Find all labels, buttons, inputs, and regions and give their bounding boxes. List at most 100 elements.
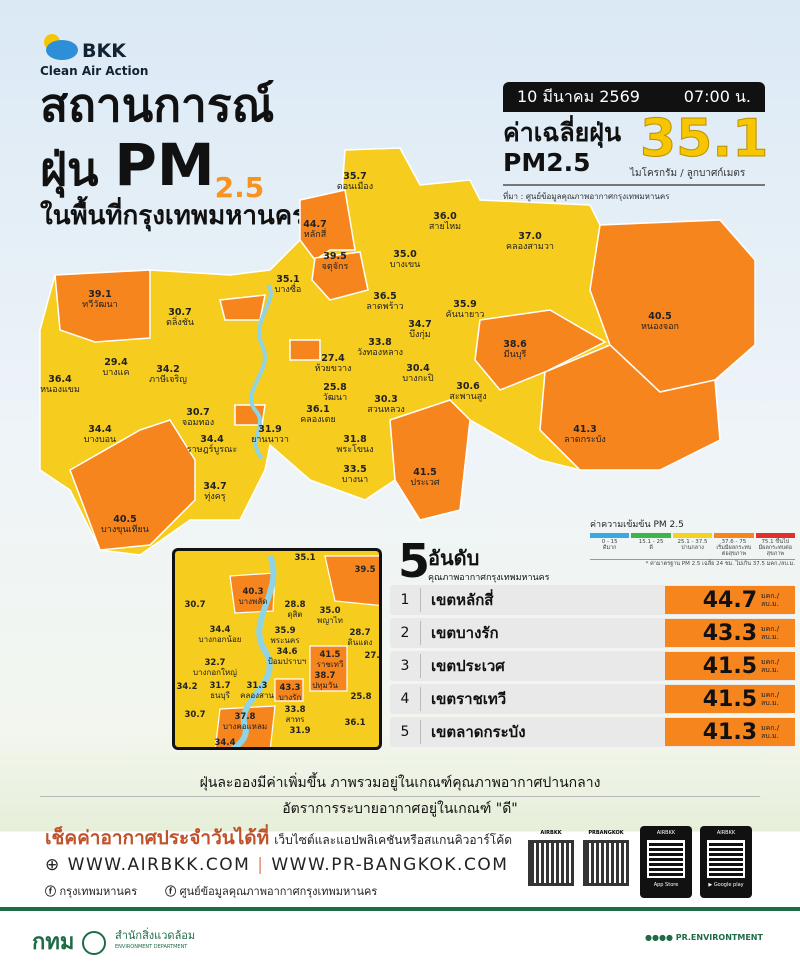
district-value: 40.5 <box>113 514 137 525</box>
rank-unit: มคก./ลบ.ม. <box>761 592 780 608</box>
rank-value-box: 43.3 มคก./ลบ.ม. <box>665 619 795 647</box>
globe-icon: ⊕ <box>45 855 68 875</box>
facebook-bma[interactable]: ⓕ กรุงเทพมหานคร <box>45 885 151 898</box>
legend-swatch <box>714 533 754 538</box>
district-label: 27.4 ห้วยขวาง <box>315 354 352 375</box>
district-name: ดินแดง <box>347 638 373 647</box>
google-play-label: Google play <box>713 882 744 888</box>
district-label: 34.4 ราษฎร์บูรณะ <box>187 435 237 456</box>
district-label: 30.7 ตลิ่งชัน <box>166 308 194 329</box>
rank-district: เขตบางรัก <box>420 621 665 645</box>
title-line2: ฝุ่น PM2.5 <box>40 135 264 206</box>
district-value: 30.7 <box>186 407 210 418</box>
legend-label: มีผลกระทบต่อสุขภาพ <box>758 545 793 557</box>
district-value: 41.5 <box>319 650 341 660</box>
district-label: 40.3 บางพลัด <box>239 588 268 607</box>
district-name: บางคอแหลม <box>222 722 268 731</box>
district-name: หนองแขม <box>40 385 80 395</box>
district-name: บางขุนเทียน <box>101 525 149 535</box>
rank-district: เขตหลักสี่ <box>420 588 665 612</box>
district-name: บางบอน <box>83 435 117 445</box>
rank-value: 41.3 <box>702 719 757 745</box>
rank-value: 41.5 <box>702 653 757 679</box>
district-name: ยานนาวา <box>251 435 289 445</box>
title-line1: สถานการณ์ <box>40 78 275 132</box>
district-value: 39.5 <box>323 251 347 262</box>
district-name: ประเวศ <box>410 478 440 488</box>
district-name: ปทุมวัน <box>312 681 338 690</box>
social-handle[interactable]: ●●●● PR.ENVIRONTMENT <box>645 933 763 942</box>
legend-item: 37.6 - 75 เริ่มมีผลกระทบต่อสุขภาพ <box>714 533 754 557</box>
url-prbangkok[interactable]: WWW.PR-BANGKOK.COM <box>271 855 509 875</box>
facebook-pages: ⓕ กรุงเทพมหานคร ⓕ ศูนย์ข้อมูลคุณภาพอากาศก… <box>45 882 405 900</box>
check-info: เช็คค่าอากาศประจำวันได้ที่ เว็บไซต์และแอ… <box>45 826 512 852</box>
district-value: 35.7 <box>343 171 367 182</box>
district-value: 36.1 <box>306 404 330 415</box>
district-value: 44.7 <box>303 219 327 230</box>
district-label: 34.4 <box>215 739 236 748</box>
rank-number: 1 <box>400 592 410 608</box>
district-label: 40.5 บางขุนเทียน <box>101 514 149 536</box>
district-label: 30.6 สะพานสูง <box>449 382 486 403</box>
district-label: 41.5 ราชเทวี <box>317 650 344 670</box>
title-pm: PM <box>114 131 215 199</box>
district-value: 28.7 <box>349 628 371 638</box>
legend-swatch <box>590 533 630 538</box>
district-label: 40.5 หนองจอก <box>641 312 679 333</box>
district-label: 37.0 คลองสามวา <box>506 232 554 253</box>
district-name: บางกอกใหญ่ <box>193 668 237 677</box>
district-value: 39.1 <box>88 289 112 300</box>
rank-number: 3 <box>400 658 410 674</box>
rank-district: เขตลาดกระบัง <box>420 720 665 744</box>
inset-shapes <box>214 554 379 747</box>
district-label: 35.9 พระนคร <box>271 626 300 646</box>
footer-divider <box>0 907 800 911</box>
facebook-air[interactable]: ⓕ ศูนย์ข้อมูลคุณภาพอากาศกรุงเทพมหานคร <box>165 885 391 898</box>
district-label: 33.8 สาทร <box>285 706 306 725</box>
district-label: 35.0 พญาไท <box>317 606 343 626</box>
district-label: 38.6 มีนบุรี <box>503 340 526 361</box>
url-airbkk[interactable]: WWW.AIRBKK.COM <box>67 855 251 875</box>
legend-label: ดี <box>649 545 653 551</box>
district-label: 30.7 <box>185 711 206 720</box>
district-label: 28.7 ดินแดง <box>347 628 373 648</box>
rank-value-box: 44.7 มคก./ลบ.ม. <box>665 586 795 614</box>
district-name: บึงกุ่ม <box>409 330 431 340</box>
dept-name: สำนักสิ่งแวดล้อม <box>115 929 196 942</box>
brand-sub: Clean Air Action <box>40 64 149 78</box>
ranking-title: อันดับ <box>428 546 480 570</box>
district-name: ลาดพร้าว <box>366 302 404 312</box>
average-unit: ไมโครกรัม / ลูกบาศก์เมตร <box>630 168 746 179</box>
urls: ⊕ WWW.AIRBKK.COM | WWW.PR-BANGKOK.COM <box>45 854 508 876</box>
district-value: 41.5 <box>413 467 437 478</box>
district-label: 27.4 <box>365 652 379 661</box>
legend-item: 0 - 15 ดีมาก <box>590 533 630 557</box>
apple-icon: App Store <box>640 882 692 888</box>
district-value: 35.9 <box>274 626 296 636</box>
title-dust: ฝุ่น <box>40 142 99 196</box>
district-min-buri <box>474 309 607 391</box>
average-label-1: ค่าเฉลี่ยฝุ่น <box>503 118 622 147</box>
divider <box>40 796 760 797</box>
district-label: 36.0 สายไหม <box>429 211 461 233</box>
district-name: ป้อมปราบฯ <box>267 657 307 666</box>
district-name: ธนบุรี <box>210 691 230 700</box>
district-label: 39.1 ทวีวัฒนา <box>82 289 117 311</box>
district-name: สาทร <box>285 715 305 724</box>
app2-title: AIRBKK <box>716 830 736 836</box>
ranking-number: 5 <box>398 534 431 588</box>
rank-number: 4 <box>400 691 410 707</box>
district-value: 36.0 <box>433 211 457 222</box>
legend-range: 15.1 - 25 <box>638 539 664 545</box>
department: สำนักสิ่งแวดล้อม ENVIRONMENT DEPARTMENT <box>115 926 195 950</box>
district-value: 37.8 <box>234 712 256 722</box>
app-store-qr[interactable]: AIRBKK App Store <box>640 826 692 898</box>
qr-code <box>647 840 685 878</box>
district-value: 35.0 <box>319 606 341 616</box>
google-play-qr[interactable]: AIRBKK ▶ Google play <box>700 826 752 898</box>
fb2-label: ศูนย์ข้อมูลคุณภาพอากาศกรุงเทพมหานคร <box>179 885 378 898</box>
rank-value: 41.5 <box>702 686 757 712</box>
district-label: 39.5 <box>355 566 376 575</box>
district-value: 34.4 <box>88 424 112 435</box>
app-store-label: App Store <box>653 882 679 888</box>
